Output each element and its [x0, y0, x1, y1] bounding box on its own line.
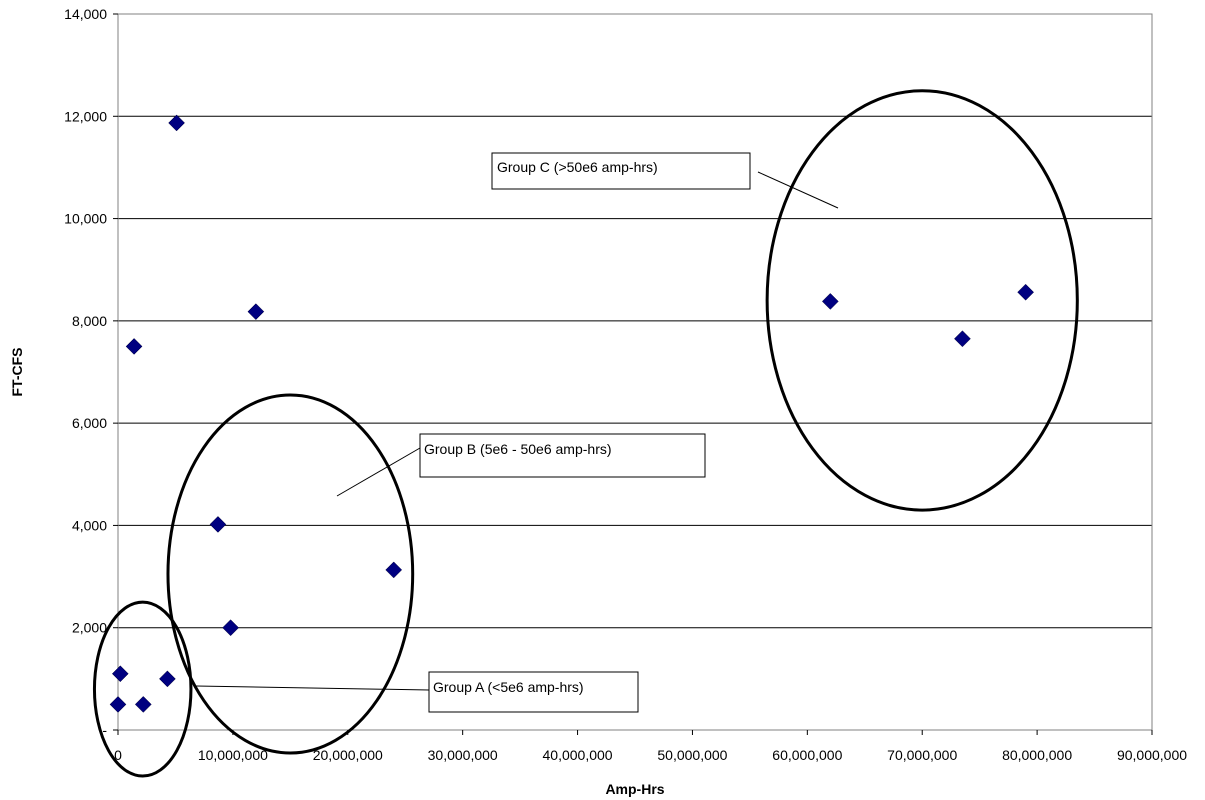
callout-leader-line	[195, 685, 430, 691]
x-tick-label: 50,000,000	[657, 747, 727, 763]
callout-box	[428, 671, 639, 713]
group-ellipse	[92, 600, 193, 778]
data-point	[134, 696, 152, 713]
y-tick-label: 8,000	[72, 313, 107, 329]
callout-leader-line	[757, 171, 839, 209]
data-point	[109, 696, 127, 713]
data-point	[385, 561, 403, 579]
data-point	[1017, 283, 1034, 301]
gridlines	[118, 115, 1152, 629]
data-point	[222, 619, 239, 637]
callout-box	[419, 433, 706, 478]
callout-label: Group B (5e6 - 50e6 amp-hrs)	[424, 441, 612, 457]
y-axis: - 2,000 4,000 6,000 8,000 10,000 12,000 14,000	[64, 6, 118, 738]
y-tick-label: 10,000	[64, 211, 107, 227]
y-tick-label: -	[102, 722, 107, 738]
x-tick-label: 60,000,000	[772, 747, 842, 763]
data-points	[109, 114, 1034, 713]
data-point	[209, 516, 227, 533]
x-tick-label: 30,000,000	[428, 747, 498, 763]
data-point	[125, 338, 143, 355]
x-axis-title: Amp-Hrs	[605, 781, 664, 797]
x-tick-label: 0	[114, 747, 122, 763]
x-tick-label: 90,000,000	[1117, 747, 1187, 763]
data-point	[247, 303, 265, 321]
callout-label: Group C (>50e6 amp-hrs)	[497, 159, 658, 175]
data-point	[821, 293, 839, 310]
annotations: Group A (<5e6 amp-hrs) Group B (5e6 - 50e…	[92, 89, 1079, 778]
data-point	[111, 665, 129, 683]
y-tick-label: 12,000	[64, 108, 107, 124]
x-axis: 0 10,000,000 20,000,000 30,000,000 40,000,00…	[114, 730, 1187, 763]
group-ellipse	[765, 89, 1079, 512]
x-tick-label: 40,000,000	[543, 747, 613, 763]
callout-leader-line	[336, 447, 421, 497]
callout-box	[491, 152, 751, 190]
data-point	[954, 330, 971, 348]
data-point	[159, 670, 176, 688]
callout-label: Group A (<5e6 amp-hrs)	[433, 679, 584, 695]
y-tick-label: 6,000	[72, 415, 107, 431]
x-tick-label: 80,000,000	[1002, 747, 1072, 763]
plot-area	[117, 13, 1153, 731]
x-tick-label: 70,000,000	[887, 747, 957, 763]
x-tick-label: 20,000,000	[313, 747, 383, 763]
y-tick-label: 14,000	[64, 6, 107, 22]
y-axis-title: FT-CFS	[9, 348, 25, 397]
group-ellipse	[166, 393, 415, 755]
y-tick-label: 2,000	[72, 620, 107, 636]
x-tick-label: 10,000,000	[198, 747, 268, 763]
y-tick-label: 4,000	[72, 517, 107, 533]
data-point	[168, 114, 185, 132]
